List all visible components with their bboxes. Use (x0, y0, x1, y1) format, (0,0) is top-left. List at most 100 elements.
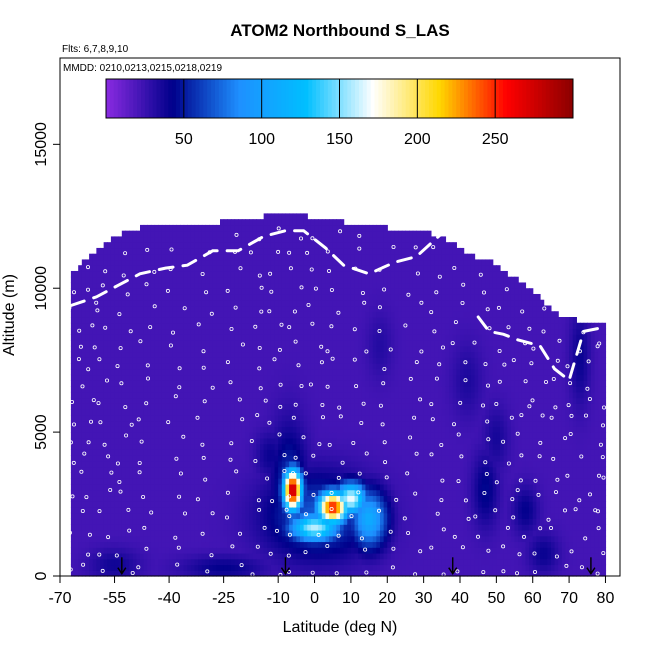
heatmap-cell (209, 512, 214, 520)
heatmap-cell (278, 443, 283, 450)
heatmap-cell (70, 380, 76, 387)
heatmap-cell (212, 242, 217, 249)
heatmap-cell (307, 518, 312, 525)
heatmap-cell (296, 455, 301, 462)
heatmap-cell (190, 547, 196, 554)
heatmap-cell (343, 558, 348, 566)
heatmap-cell (223, 259, 228, 266)
heatmap-cell (201, 247, 207, 255)
heatmap-cell (190, 414, 196, 422)
heatmap-cell (354, 552, 359, 560)
heatmap-cell (212, 403, 217, 410)
heatmap-cell (205, 380, 210, 387)
heatmap-cell (325, 437, 330, 445)
heatmap-cell (292, 253, 297, 261)
heatmap-cell (121, 357, 127, 364)
heatmap-cell (140, 443, 145, 450)
heatmap-cell (332, 391, 337, 399)
heatmap-cell (198, 426, 203, 433)
heatmap-cell (325, 219, 330, 226)
heatmap-cell (74, 455, 79, 462)
heatmap-cell (252, 236, 257, 243)
heatmap-cell (249, 547, 254, 554)
heatmap-cell (216, 437, 221, 445)
heatmap-cell (230, 472, 236, 479)
heatmap-cell (241, 409, 247, 416)
heatmap-cell (143, 259, 148, 266)
heatmap-cell (300, 558, 305, 566)
heatmap-cell (132, 322, 137, 330)
heatmap-cell (310, 506, 316, 514)
heatmap-cell (332, 334, 337, 341)
heatmap-cell (234, 495, 239, 502)
heatmap-cell (281, 328, 287, 335)
heatmap-cell (150, 242, 156, 249)
heatmap-cell (180, 230, 185, 238)
heatmap-cell (81, 460, 87, 468)
heatmap-cell (329, 558, 334, 566)
heatmap-cell (190, 386, 196, 393)
heatmap-cell (143, 506, 148, 514)
heatmap-cell (198, 501, 203, 508)
heatmap-cell (234, 374, 239, 381)
heatmap-cell (78, 311, 83, 318)
heatmap-cell (307, 443, 312, 450)
heatmap-cell (198, 495, 203, 502)
heatmap-cell (245, 541, 250, 548)
heatmap-cell (260, 547, 265, 554)
heatmap-cell (281, 524, 287, 531)
heatmap-cell (325, 236, 330, 243)
heatmap-cell (172, 495, 177, 502)
heatmap-cell (194, 518, 199, 525)
heatmap-cell (281, 443, 287, 450)
heatmap-cell (205, 449, 210, 456)
heatmap-cell (198, 230, 203, 238)
heatmap-cell (329, 391, 334, 399)
heatmap-cell (249, 317, 254, 324)
heatmap-cell (169, 403, 174, 410)
heatmap-cell (354, 512, 359, 520)
heatmap-cell (296, 449, 301, 456)
heatmap-cell (187, 552, 192, 560)
heatmap-cell (165, 236, 170, 243)
heatmap-cell (183, 489, 188, 497)
heatmap-cell (321, 224, 327, 232)
heatmap-cell (220, 357, 225, 364)
heatmap-cell (129, 299, 134, 307)
heatmap-cell (121, 420, 127, 427)
heatmap-cell (274, 253, 279, 261)
heatmap-cell (161, 460, 167, 468)
heatmap-cell (307, 374, 312, 381)
heatmap-cell (307, 259, 312, 266)
heatmap-cell (270, 414, 276, 422)
heatmap-cell (249, 236, 254, 243)
heatmap-cell (270, 443, 276, 450)
heatmap-cell (121, 552, 127, 560)
heatmap-cell (194, 460, 199, 468)
heatmap-cell (172, 230, 177, 238)
heatmap-cell (270, 529, 276, 537)
heatmap-cell (147, 242, 152, 249)
heatmap-cell (278, 420, 283, 427)
heatmap-cell (343, 380, 348, 387)
heatmap-cell (150, 501, 156, 508)
heatmap-cell (289, 414, 294, 422)
heatmap-cell (212, 564, 217, 571)
heatmap-cell (161, 518, 167, 525)
heatmap-cell (190, 501, 196, 508)
heatmap-cell (209, 460, 214, 468)
heatmap-cell (216, 311, 221, 318)
heatmap-cell (223, 443, 228, 450)
heatmap-cell (347, 259, 352, 266)
heatmap-cell (303, 449, 308, 456)
heatmap-cell (92, 259, 97, 266)
heatmap-cell (85, 293, 90, 301)
heatmap-cell (274, 455, 279, 462)
heatmap-cell (270, 552, 276, 560)
heatmap-cell (169, 535, 174, 543)
heatmap-cell (150, 414, 156, 422)
heatmap-cell (347, 391, 352, 399)
heatmap-cell (96, 558, 101, 566)
heatmap-cell (296, 265, 301, 272)
heatmap-cell (325, 224, 330, 232)
